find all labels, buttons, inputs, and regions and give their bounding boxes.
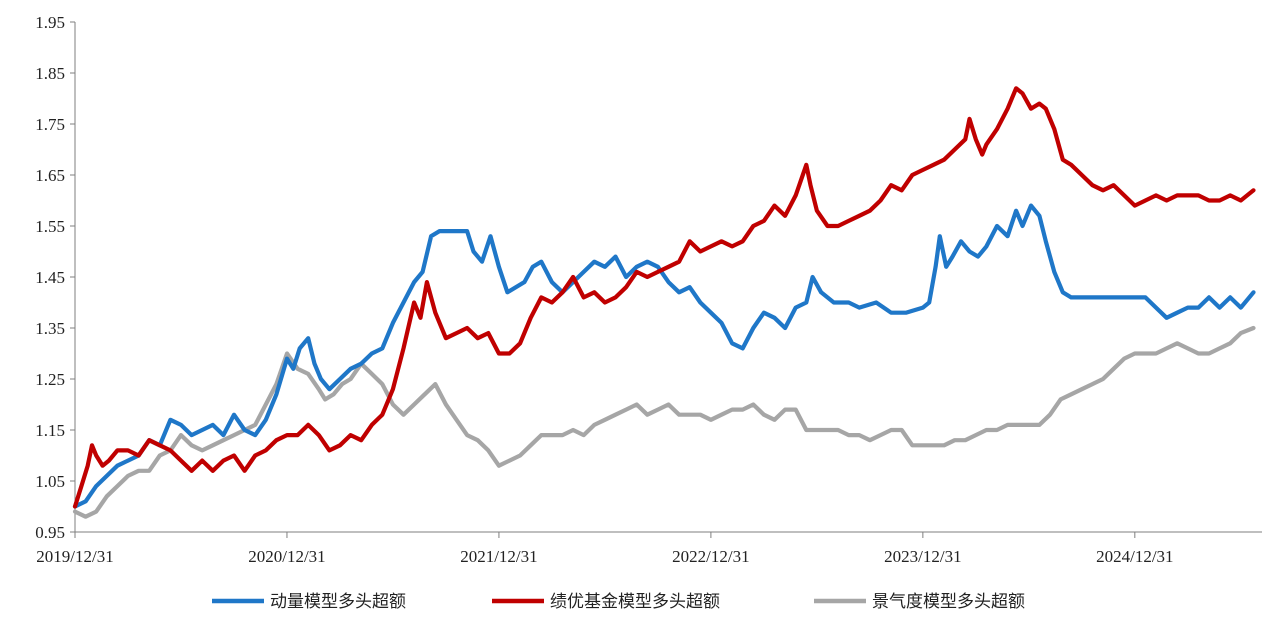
x-tick-label: 2019/12/31 xyxy=(36,547,113,566)
y-tick-label: 1.55 xyxy=(35,217,65,236)
legend-label-2: 景气度模型多头超额 xyxy=(872,592,1025,612)
y-tick-label: 1.95 xyxy=(35,13,65,32)
y-tick-label: 0.95 xyxy=(35,523,65,542)
y-axis: 0.95 1.05 1.15 1.25 1.35 1.45 1.55 1.65 1.75 1.85… xyxy=(35,13,76,542)
series-line-2 xyxy=(72,325,1256,519)
y-tick-label: 1.15 xyxy=(35,421,65,440)
legend: 动量模型多头超额 绩优基金模型多头超额 景气度模型多头超额 xyxy=(212,592,1025,612)
x-axis: 2019/12/31 2020/12/31 2021/12/31 2022/12/31… xyxy=(36,531,1262,566)
x-tick-label: 2023/12/31 xyxy=(884,547,961,566)
series-line-1 xyxy=(72,86,1256,509)
y-tick-label: 1.75 xyxy=(35,115,65,134)
y-tick-label: 1.45 xyxy=(35,268,65,287)
legend-label-0: 动量模型多头超额 xyxy=(270,592,406,612)
y-tick-label: 1.25 xyxy=(35,370,65,389)
x-tick-label: 2020/12/31 xyxy=(248,547,325,566)
legend-label-1: 绩优基金模型多头超额 xyxy=(550,592,720,612)
y-tick-label: 1.05 xyxy=(35,472,65,491)
x-tick-label: 2024/12/31 xyxy=(1096,547,1173,566)
y-tick-label: 1.65 xyxy=(35,166,65,185)
y-tick-label: 1.85 xyxy=(35,64,65,83)
x-tick-label: 2022/12/31 xyxy=(672,547,749,566)
x-tick-label: 2021/12/31 xyxy=(460,547,537,566)
series-layer xyxy=(72,86,1256,519)
series-line-0 xyxy=(72,203,1256,509)
y-tick-label: 1.35 xyxy=(35,319,65,338)
